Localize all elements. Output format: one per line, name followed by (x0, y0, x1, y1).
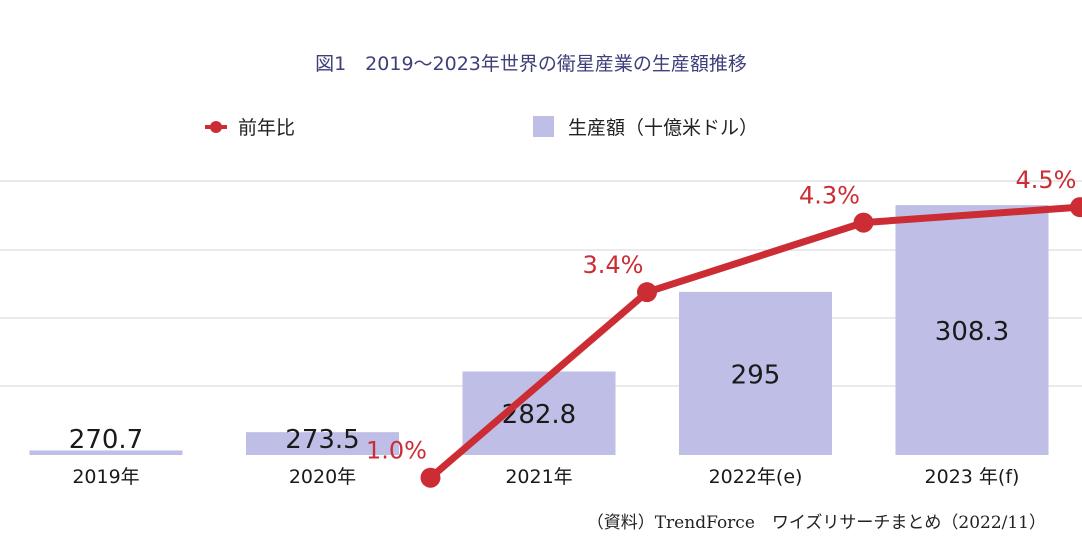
yoy-point (853, 212, 874, 233)
bar-value-label: 308.3 (935, 317, 1009, 347)
bar-series (29, 205, 1049, 455)
yoy-value-labels: 1.0% 3.4% 4.3% 4.5% (366, 166, 1076, 465)
yoy-point (1070, 197, 1082, 218)
legend-item-yoy: 前年比 (205, 117, 295, 139)
bar-4 (679, 291, 832, 455)
yoy-value-label: 4.3% (799, 182, 860, 210)
legend-label-yoy: 前年比 (238, 117, 295, 139)
yoy-point (420, 467, 441, 488)
category-labels: 2019年 2020年 2021年 2022年(e) 2023 年(f) (72, 466, 1019, 488)
category-label: 2021年 (505, 466, 572, 488)
category-label: 2022年(e) (709, 466, 803, 488)
category-label: 2019年 (72, 466, 139, 488)
yoy-line-series (420, 197, 1082, 488)
legend: 前年比 生産額（十億米ドル） (205, 116, 758, 139)
legend-bar-swatch (533, 116, 554, 137)
legend-label-production: 生産額（十億米ドル） (568, 117, 758, 139)
legend-dot-swatch (210, 121, 222, 133)
yoy-value-label: 3.4% (583, 251, 644, 279)
category-label: 2020年 (289, 466, 356, 488)
category-label: 2023 年(f) (925, 466, 1020, 488)
yoy-line (427, 203, 1082, 482)
bar-1 (29, 450, 183, 455)
bar-value-label: 273.5 (285, 425, 359, 455)
yoy-value-label: 4.5% (1016, 166, 1077, 194)
bar-2 (246, 432, 399, 455)
chart-title: 図1 2019〜2023年世界の衛星産業の生産額推移 (315, 53, 747, 75)
yoy-value-label: 1.0% (366, 437, 427, 465)
source-note: （資料）TrendForce ワイズリサーチまとめ（2022/11） (587, 513, 1046, 533)
yoy-point (637, 282, 657, 303)
bar-5 (895, 205, 1049, 455)
bar-value-label: 270.7 (69, 425, 143, 455)
bar-value-label: 295 (731, 360, 781, 390)
legend-item-production: 生産額（十億米ドル） (533, 116, 758, 139)
